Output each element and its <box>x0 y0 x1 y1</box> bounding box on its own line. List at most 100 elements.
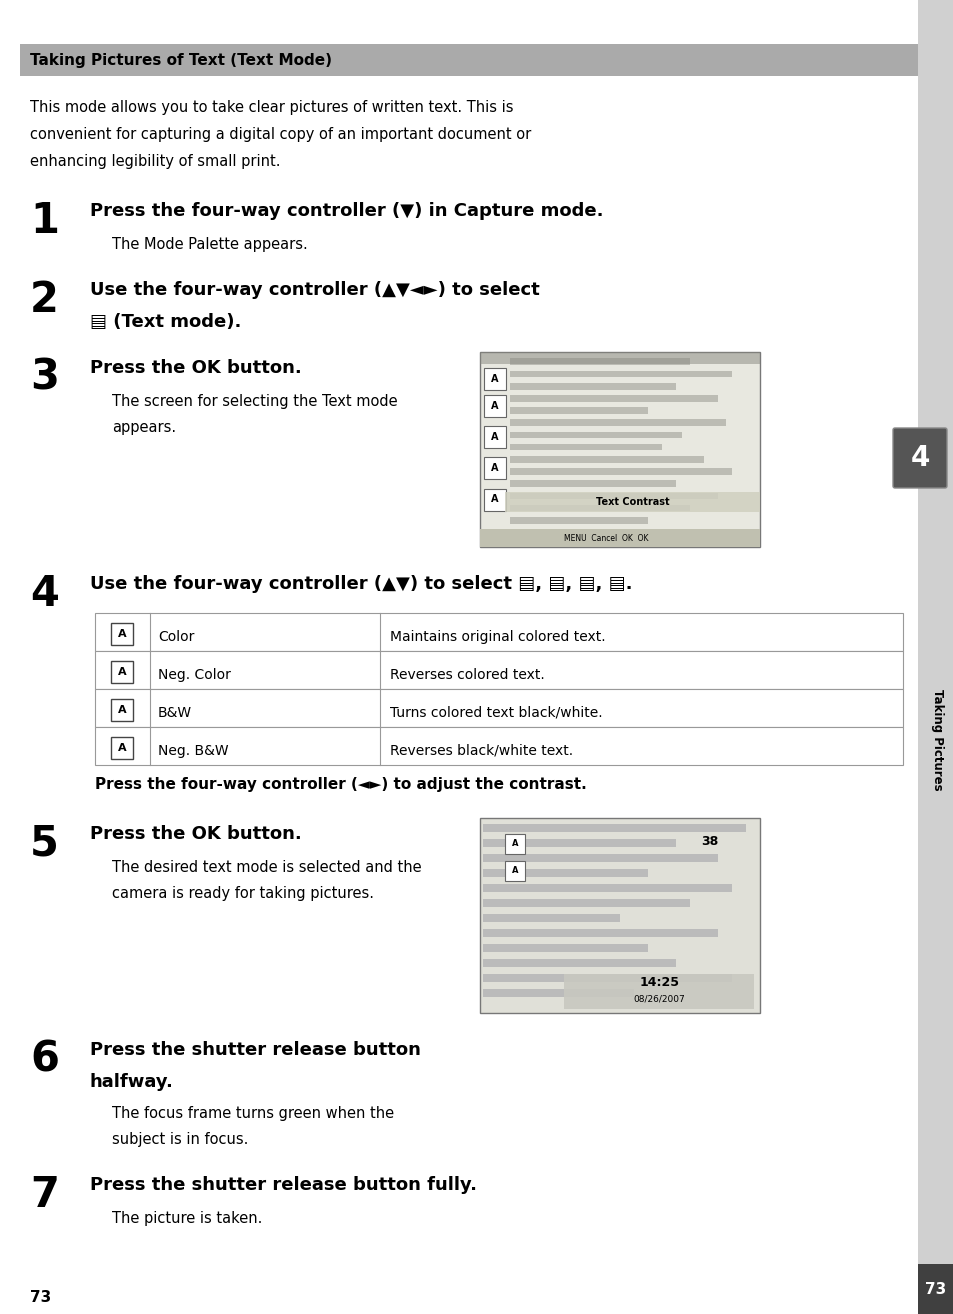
FancyBboxPatch shape <box>892 428 946 487</box>
Bar <box>510 359 689 365</box>
Text: The focus frame turns green when the: The focus frame turns green when the <box>112 1106 394 1121</box>
Text: A: A <box>491 432 498 442</box>
Text: Turns colored text black/white.: Turns colored text black/white. <box>390 706 602 720</box>
Bar <box>479 352 760 547</box>
Text: The screen for selecting the Text mode: The screen for selecting the Text mode <box>112 394 397 409</box>
Bar <box>482 989 634 997</box>
Bar <box>483 457 505 480</box>
Bar <box>510 431 680 439</box>
Bar <box>510 516 647 523</box>
Bar <box>510 407 647 414</box>
Text: 1: 1 <box>30 200 59 242</box>
Text: 73: 73 <box>924 1281 945 1297</box>
Bar <box>95 689 902 727</box>
Bar <box>482 884 731 892</box>
Bar <box>112 737 133 759</box>
Bar <box>510 493 718 499</box>
Text: convenient for capturing a digital copy of an important document or: convenient for capturing a digital copy … <box>30 127 531 142</box>
Text: Press the OK button.: Press the OK button. <box>90 825 301 844</box>
Text: Text Contrast: Text Contrast <box>595 497 669 507</box>
Bar <box>112 661 133 683</box>
Text: 38: 38 <box>700 834 718 848</box>
Text: This mode allows you to take clear pictures of written text. This is: This mode allows you to take clear pictu… <box>30 100 513 116</box>
Text: 4: 4 <box>909 444 929 472</box>
Bar <box>483 368 505 389</box>
Text: Reverses black/white text.: Reverses black/white text. <box>390 744 573 758</box>
Bar <box>504 861 524 880</box>
Text: Neg. B&W: Neg. B&W <box>158 744 229 758</box>
Text: Reverses colored text.: Reverses colored text. <box>390 668 544 682</box>
Bar <box>510 444 661 451</box>
Text: 14:25: 14:25 <box>639 976 679 989</box>
Bar <box>479 530 760 547</box>
Bar <box>510 396 718 402</box>
Bar <box>482 869 647 878</box>
Text: A: A <box>118 668 127 677</box>
Bar <box>917 0 953 1314</box>
Text: 7: 7 <box>30 1173 59 1215</box>
Bar <box>482 915 619 922</box>
Bar <box>479 352 760 364</box>
Bar <box>95 614 902 650</box>
Bar <box>482 824 745 832</box>
Text: subject is in focus.: subject is in focus. <box>112 1131 248 1147</box>
Text: A: A <box>491 464 498 473</box>
Bar <box>112 623 133 645</box>
Text: 5: 5 <box>30 823 59 865</box>
Bar <box>112 699 133 721</box>
Text: 73: 73 <box>30 1290 51 1305</box>
Bar <box>510 382 676 389</box>
Bar <box>482 899 689 907</box>
Text: A: A <box>511 840 517 848</box>
Text: 3: 3 <box>30 357 59 399</box>
Text: Taking Pictures: Taking Pictures <box>930 689 943 791</box>
Text: halfway.: halfway. <box>90 1074 173 1091</box>
Text: A: A <box>118 742 127 753</box>
Text: A: A <box>511 866 517 875</box>
Bar <box>510 505 689 511</box>
Bar <box>510 419 725 426</box>
Bar <box>479 819 760 1013</box>
Text: Press the shutter release button fully.: Press the shutter release button fully. <box>90 1176 476 1194</box>
Bar <box>563 974 754 1009</box>
Text: 6: 6 <box>30 1039 59 1081</box>
Text: A: A <box>118 706 127 715</box>
Bar <box>482 854 718 862</box>
Text: A: A <box>491 373 498 384</box>
Text: The desired text mode is selected and the: The desired text mode is selected and th… <box>112 859 421 875</box>
Text: Color: Color <box>158 629 194 644</box>
Bar <box>510 456 703 463</box>
Text: Press the OK button.: Press the OK button. <box>90 359 301 377</box>
Bar <box>95 650 902 689</box>
Text: A: A <box>491 401 498 411</box>
Bar <box>510 371 731 377</box>
Text: Press the shutter release button: Press the shutter release button <box>90 1041 420 1059</box>
Bar <box>482 959 676 967</box>
Text: enhancing legibility of small print.: enhancing legibility of small print. <box>30 154 280 170</box>
Text: camera is ready for taking pictures.: camera is ready for taking pictures. <box>112 886 374 901</box>
Bar <box>482 929 718 937</box>
Text: The picture is taken.: The picture is taken. <box>112 1212 262 1226</box>
Text: Press the four-way controller (◄►) to adjust the contrast.: Press the four-way controller (◄►) to ad… <box>95 777 586 792</box>
Bar <box>482 840 676 848</box>
Bar <box>483 426 505 448</box>
Bar <box>504 833 524 854</box>
Text: 2: 2 <box>30 279 59 321</box>
Bar <box>482 974 731 983</box>
Text: Press the four-way controller (▼) in Capture mode.: Press the four-way controller (▼) in Cap… <box>90 202 603 219</box>
Bar <box>504 493 760 512</box>
Bar <box>483 396 505 417</box>
Text: B&W: B&W <box>158 706 192 720</box>
Text: A: A <box>118 629 127 639</box>
Text: Neg. Color: Neg. Color <box>158 668 231 682</box>
Bar <box>510 481 676 487</box>
Bar <box>917 1264 953 1314</box>
Text: The Mode Palette appears.: The Mode Palette appears. <box>112 237 308 252</box>
Text: 4: 4 <box>30 573 59 615</box>
Bar <box>483 489 505 511</box>
Text: Use the four-way controller (▲▼◄►) to select: Use the four-way controller (▲▼◄►) to se… <box>90 281 539 300</box>
Text: appears.: appears. <box>112 420 176 435</box>
Text: MENU  Cancel  OK  OK: MENU Cancel OK OK <box>563 533 648 543</box>
Text: Taking Pictures of Text (Text Mode): Taking Pictures of Text (Text Mode) <box>30 53 332 67</box>
Bar <box>510 468 731 474</box>
